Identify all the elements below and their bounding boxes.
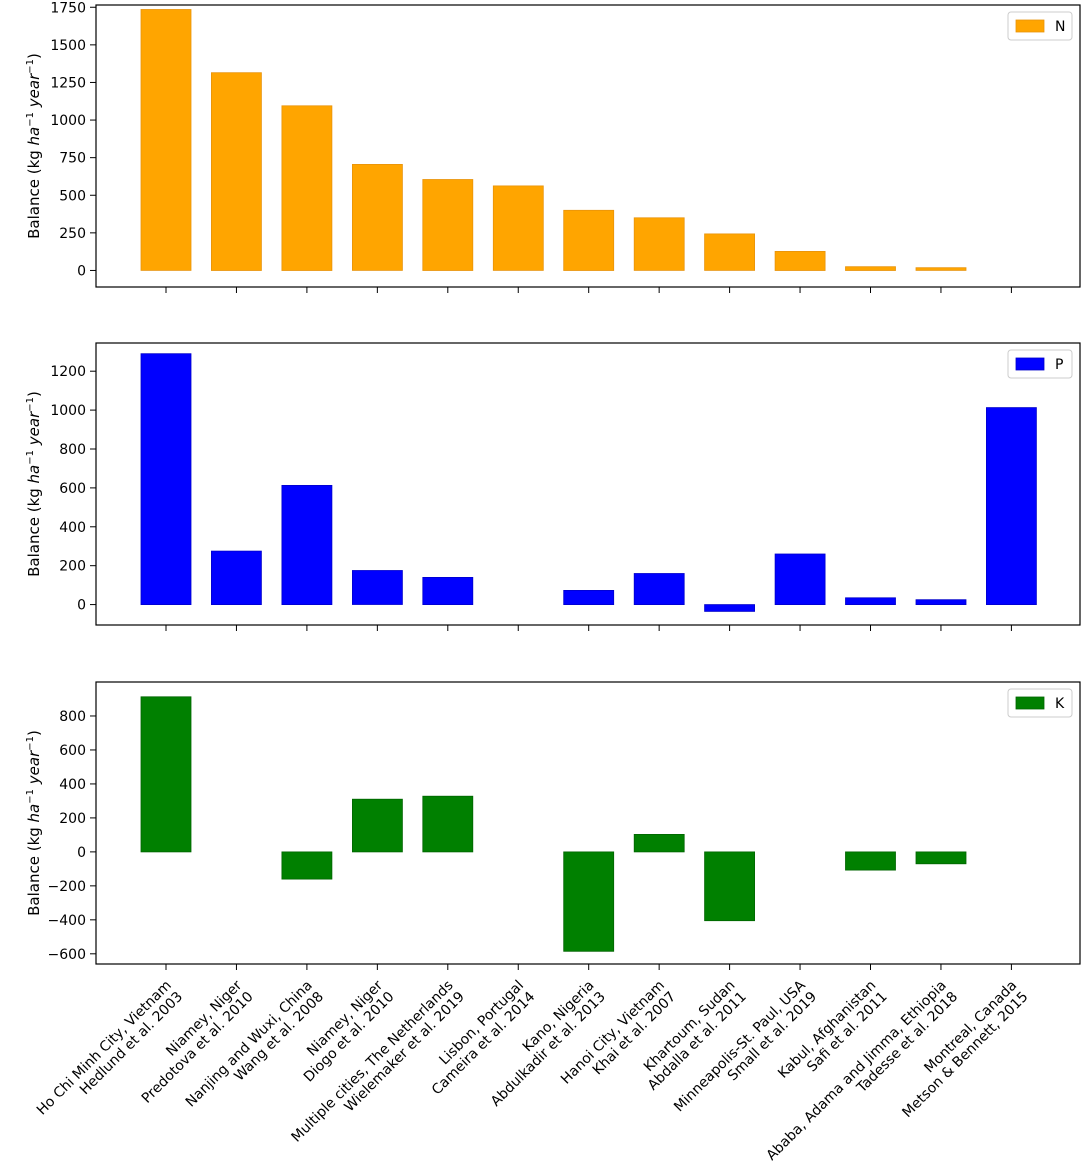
bar-K-7 (633, 834, 685, 853)
bar-K-0 (140, 696, 192, 853)
ytick-label-N-5: 1250 (50, 75, 86, 91)
bar-N-8 (704, 233, 755, 271)
ytick-label-K-3: 0 (77, 845, 86, 861)
bar-K-6 (563, 851, 615, 952)
ylabel-ha-exp: −1 (25, 450, 36, 465)
bar-N-3 (351, 163, 403, 271)
bar-P-4 (422, 577, 474, 606)
ytick-label-K-0: −600 (48, 947, 86, 963)
bar-P-9 (774, 553, 826, 605)
axes-frame-N (95, 4, 1081, 288)
bar-P-6 (563, 590, 615, 606)
bar-K-10 (845, 851, 896, 871)
legend-swatch-K (1015, 696, 1045, 710)
ytick-label-K-7: 800 (59, 709, 86, 725)
ytick-label-N-6: 1500 (50, 38, 86, 54)
ytick-label-P-5: 1000 (50, 403, 86, 419)
y-axis-label-P: Balance (kg ha−1 year−1) (25, 391, 43, 577)
ytick-label-P-0: 0 (77, 598, 86, 614)
ylabel-prefix: Balance (kg (25, 483, 43, 576)
bar-N-10 (845, 266, 896, 271)
bar-N-5 (492, 185, 544, 271)
ytick-label-N-2: 500 (59, 188, 86, 204)
category-labels: Ho Chi Minh City, VietnamHedlund et al. … (34, 977, 1032, 1164)
bar-N-11 (915, 267, 967, 271)
ytick-label-P-3: 600 (59, 481, 86, 497)
ylabel-ha: ha (25, 465, 43, 484)
bar-K-8 (704, 851, 755, 922)
bar-N-6 (563, 209, 615, 271)
ytick-label-P-4: 800 (59, 442, 86, 458)
bar-P-12 (986, 407, 1037, 606)
ytick-label-N-3: 750 (59, 151, 86, 167)
legend-label-P: P (1055, 357, 1063, 373)
ylabel-ha: ha (25, 804, 43, 823)
ylabel-suffix: ) (25, 53, 43, 59)
ytick-label-N-4: 1000 (50, 113, 86, 129)
legend-swatch-N (1015, 19, 1045, 33)
ylabel-suffix: ) (25, 391, 43, 397)
bar-P-7 (633, 573, 685, 606)
bar-P-0 (140, 353, 192, 606)
ylabel-year: year (25, 73, 43, 108)
ytick-label-K-1: −400 (48, 913, 86, 929)
bar-N-9 (774, 250, 826, 271)
ytick-label-K-2: −200 (48, 879, 86, 895)
panel-N: 0 250 500 750 1000 1250 1500 1750 Balance (kg ha… (25, 0, 1081, 293)
axes-frame-K (95, 681, 1081, 965)
ylabel-year: year (25, 411, 43, 446)
bar-N-2 (281, 105, 333, 271)
ytick-label-N-0: 0 (77, 263, 86, 279)
ytick-label-K-6: 600 (59, 743, 86, 759)
ylabel-ha: ha (25, 127, 43, 146)
bar-P-8 (704, 604, 755, 612)
bar-N-0 (140, 9, 192, 271)
ylabel-ha-exp: −1 (25, 112, 36, 127)
ylabel-year-exp: −1 (25, 59, 36, 74)
ylabel-ha-exp: −1 (25, 789, 36, 804)
bar-N-7 (633, 217, 685, 271)
axes-frame-P (95, 342, 1081, 626)
bar-K-4 (422, 795, 474, 853)
bar-K-11 (915, 851, 967, 865)
bar-K-2 (281, 851, 333, 880)
legend-label-K: K (1055, 696, 1065, 712)
bar-P-10 (845, 597, 896, 605)
ylabel-suffix: ) (25, 730, 43, 736)
ylabel-prefix: Balance (kg (25, 822, 43, 915)
ytick-label-P-2: 400 (59, 520, 86, 536)
ytick-label-N-7: 1750 (50, 0, 86, 16)
y-axis-label-N: Balance (kg ha−1 year−1) (25, 53, 43, 239)
ylabel-year: year (25, 750, 43, 785)
bar-K-3 (351, 798, 403, 853)
bar-N-4 (422, 179, 474, 271)
category-label-0: Ho Chi Minh City, VietnamHedlund et al. … (34, 978, 186, 1130)
ytick-label-N-1: 250 (59, 226, 86, 242)
ytick-label-K-4: 200 (59, 811, 86, 827)
ylabel-year-exp: −1 (25, 397, 36, 412)
ytick-label-K-5: 400 (59, 777, 86, 793)
bar-N-1 (210, 72, 262, 271)
ytick-label-P-1: 200 (59, 559, 86, 575)
y-axis-label-K: Balance (kg ha−1 year−1) (25, 730, 43, 916)
ylabel-prefix: Balance (kg (25, 145, 43, 238)
legend-swatch-P (1015, 357, 1045, 371)
ytick-label-P-6: 1200 (50, 364, 86, 380)
ylabel-year-exp: −1 (25, 736, 36, 751)
bar-P-2 (281, 484, 333, 605)
legend-label-N: N (1055, 19, 1065, 35)
bar-P-11 (915, 599, 967, 606)
bar-P-1 (210, 550, 262, 605)
bar-P-3 (351, 570, 403, 605)
